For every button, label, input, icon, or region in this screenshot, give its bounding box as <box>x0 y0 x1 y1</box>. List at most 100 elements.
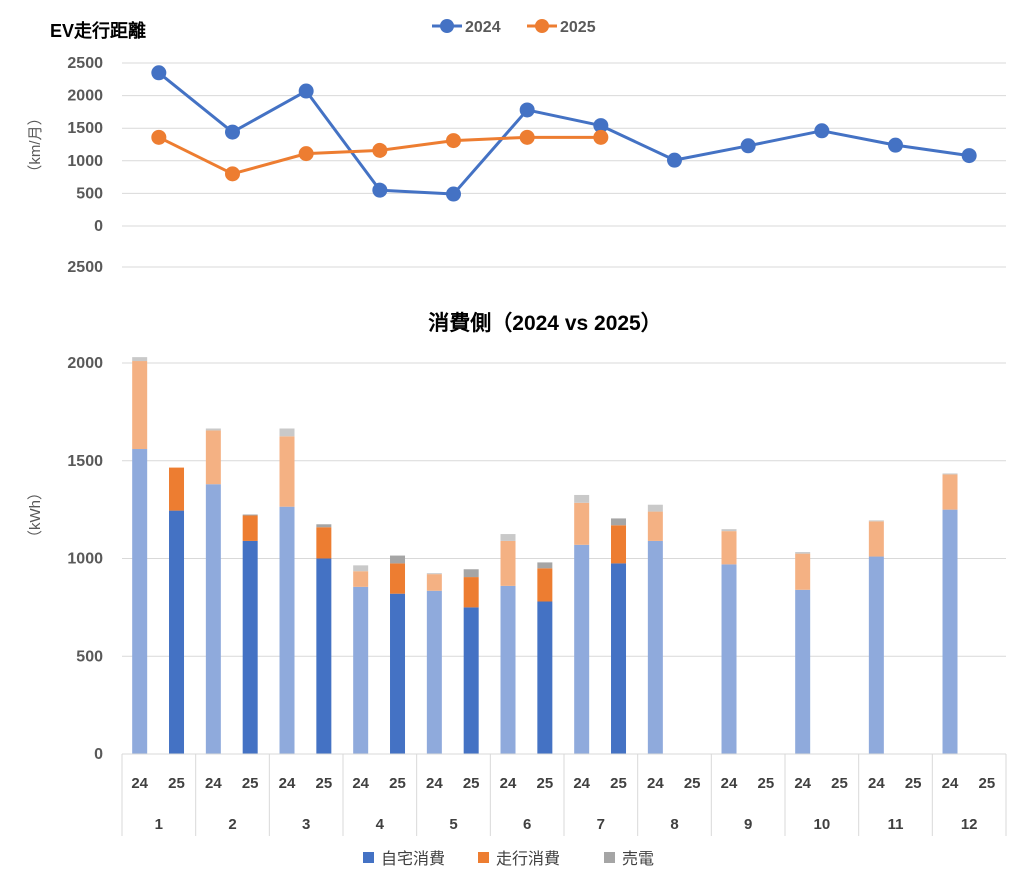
bar-segment-自宅消費 <box>721 564 737 754</box>
legend-swatch-1 <box>478 852 489 863</box>
bar-segment-走行消費 <box>537 568 553 602</box>
legend-swatch-2 <box>604 852 615 863</box>
x-month-label: 10 <box>813 816 830 833</box>
x-year-label: 25 <box>537 775 554 792</box>
legend-label-0: 自宅消費 <box>381 850 445 868</box>
line-chart-y-ticks: 2500 2000 1500 1000 500 0 2500 <box>67 55 103 276</box>
x-year-label: 24 <box>647 775 664 792</box>
bar-segment-売電 <box>647 504 663 512</box>
line-series-2024 <box>151 65 977 202</box>
legend-label-2: 売電 <box>622 850 654 868</box>
x-year-label: 24 <box>279 775 296 792</box>
bar-segment-自宅消費 <box>242 540 258 754</box>
x-month-label: 7 <box>597 816 605 833</box>
line-point <box>888 137 903 153</box>
bar-segment-自宅消費 <box>537 601 553 754</box>
bar-segment-売電 <box>537 562 553 569</box>
x-month-label: 1 <box>155 816 163 833</box>
line-point <box>446 186 461 202</box>
x-year-label: 25 <box>168 775 185 792</box>
bar-segment-売電 <box>205 428 221 431</box>
x-year-label: 25 <box>389 775 406 792</box>
bar-chart-y-tick-label: 500 <box>76 648 103 665</box>
bar-segment-自宅消費 <box>205 484 221 754</box>
bar-segment-売電 <box>500 534 516 541</box>
line-series-path <box>157 71 970 196</box>
line-series-2025 <box>151 129 609 182</box>
bar-segment-走行消費 <box>390 563 406 594</box>
line-chart-legend: 2024 2025 <box>432 19 596 36</box>
x-year-label: 24 <box>794 775 811 792</box>
legend-label-2024: 2024 <box>465 19 501 36</box>
bar-segment-走行消費 <box>868 521 884 557</box>
line-point <box>151 129 167 145</box>
line-point <box>298 146 314 162</box>
line-point <box>446 133 461 149</box>
legend-label-1: 走行消費 <box>496 850 560 868</box>
bar-segment-走行消費 <box>574 502 590 545</box>
bar-segment-走行消費 <box>647 511 663 541</box>
x-month-label: 9 <box>744 816 752 833</box>
x-year-label: 25 <box>316 775 333 792</box>
x-month-label: 6 <box>523 816 531 833</box>
line-point <box>298 83 314 99</box>
x-month-label: 5 <box>449 816 457 833</box>
bar-segment-売電 <box>426 573 442 575</box>
bar-segment-自宅消費 <box>353 586 369 754</box>
x-year-label: 25 <box>905 775 922 792</box>
line-point <box>667 152 682 168</box>
x-month-label: 4 <box>376 816 385 833</box>
bar-segment-売電 <box>242 514 258 516</box>
bar-segment-走行消費 <box>942 474 958 510</box>
line-chart-y-tick-label: 0 <box>94 218 103 235</box>
bar-segment-自宅消費 <box>868 556 884 754</box>
x-year-label: 24 <box>426 775 443 792</box>
bar-segment-売電 <box>463 569 479 578</box>
bar-chart-y-tick-label: 2000 <box>67 355 103 372</box>
line-chart-y-tick-label: 1000 <box>67 153 103 170</box>
line-point <box>814 123 830 139</box>
line-point <box>740 138 756 154</box>
bar-segment-売電 <box>574 494 590 503</box>
bar-segment-自宅消費 <box>500 585 516 754</box>
bar-segment-自宅消費 <box>942 509 958 754</box>
bar-segment-自宅消費 <box>169 510 185 754</box>
x-year-label: 24 <box>131 775 148 792</box>
bar-segment-走行消費 <box>353 571 369 587</box>
bar-segment-売電 <box>795 552 811 554</box>
bar-chart-y-axis-title: （kWh） <box>27 485 44 545</box>
line-chart-y-axis-title: （km/月） <box>27 110 44 179</box>
bar-segment-走行消費 <box>795 553 811 590</box>
bar-segment-売電 <box>611 518 627 526</box>
line-point <box>519 129 535 145</box>
line-point <box>593 118 609 134</box>
bar-segment-走行消費 <box>242 515 258 541</box>
bar-segment-売電 <box>868 520 884 522</box>
line-chart-title: EV走行距離 <box>50 20 146 41</box>
x-year-label: 24 <box>500 775 517 792</box>
bar-segment-売電 <box>390 555 406 564</box>
bar-chart-bars <box>132 357 958 754</box>
line-point <box>593 129 609 145</box>
bar-segment-走行消費 <box>426 574 442 591</box>
bar-segment-走行消費 <box>316 527 332 559</box>
legend-marker-2025 <box>535 19 549 33</box>
x-year-label: 25 <box>758 775 775 792</box>
x-year-label: 24 <box>352 775 369 792</box>
x-month-label: 11 <box>888 816 904 833</box>
x-year-label: 25 <box>831 775 848 792</box>
line-chart-y-tick-label: 1500 <box>67 120 103 137</box>
legend-swatch-0 <box>363 852 374 863</box>
bar-chart-x-axis: 24 25 1 24 25 2 24 25 3 24 25 4 24 25 5 24 25 6 24 25 7 24 25 8… <box>121 753 1007 836</box>
x-month-label: 2 <box>228 816 236 833</box>
x-year-label: 25 <box>684 775 701 792</box>
bar-segment-自宅消費 <box>316 558 332 754</box>
bar-segment-自宅消費 <box>426 590 442 754</box>
bar-segment-自宅消費 <box>647 540 663 754</box>
bar-segment-走行消費 <box>611 525 627 564</box>
bar-segment-売電 <box>279 428 295 437</box>
bar-segment-自宅消費 <box>574 544 590 754</box>
bar-segment-自宅消費 <box>795 589 811 754</box>
